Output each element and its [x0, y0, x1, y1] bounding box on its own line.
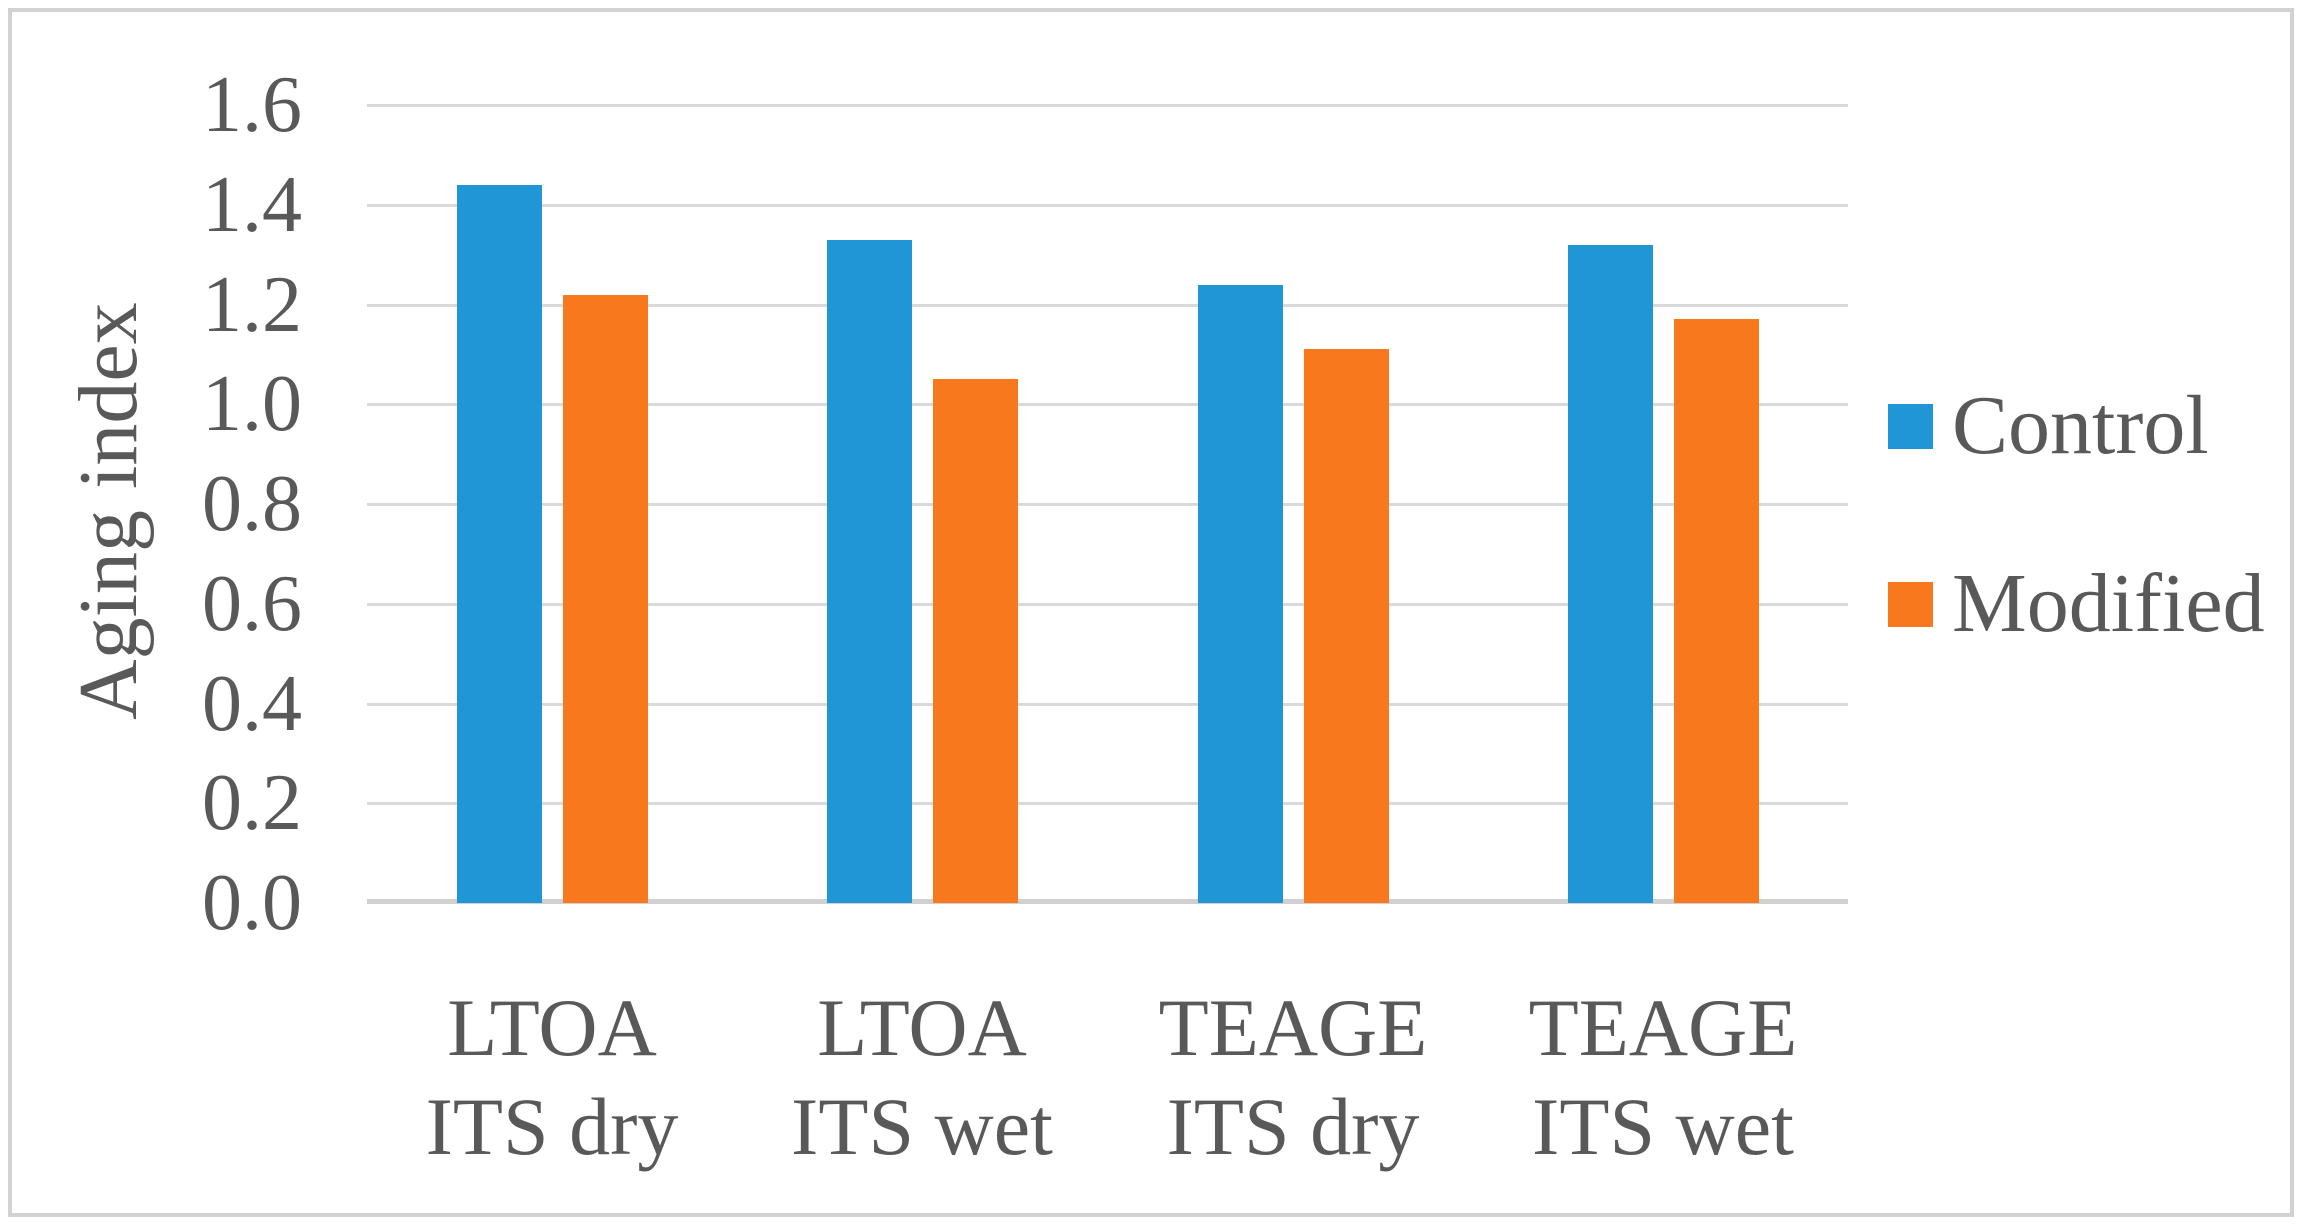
- x-label-ltoa-its-dry: LTOA ITS dry: [367, 978, 737, 1176]
- y-tick-label-1.2: 1.2: [202, 260, 302, 349]
- bar-control-ltoa-its-wet: [827, 240, 912, 903]
- x-label-teage-its-dry: TEAGE ITS dry: [1108, 978, 1478, 1176]
- y-tick-label-0.6: 0.6: [202, 559, 302, 648]
- y-tick-label-0.4: 0.4: [202, 659, 302, 748]
- bar-modified-teage-its-dry: [1304, 349, 1389, 903]
- gridline-0.8: [367, 503, 1848, 506]
- x-label-line: LTOA: [817, 982, 1027, 1073]
- plot-area: [367, 104, 1848, 904]
- legend-label-control: Control: [1952, 379, 2209, 472]
- bar-control-teage-its-wet: [1568, 245, 1653, 903]
- y-tick-label-1.4: 1.4: [202, 160, 302, 249]
- bar-control-teage-its-dry: [1198, 285, 1283, 903]
- bar-control-ltoa-its-dry: [457, 185, 542, 903]
- y-tick-label-1.6: 1.6: [202, 61, 302, 149]
- y-tick-label-0.8: 0.8: [202, 460, 302, 548]
- x-label-line: TEAGE: [1528, 982, 1798, 1073]
- x-label-teage-its-wet: TEAGE ITS wet: [1478, 978, 1848, 1176]
- gridline-0.6: [367, 602, 1848, 606]
- bar-modified-ltoa-its-dry: [563, 295, 648, 903]
- x-label-line: TEAGE: [1158, 982, 1428, 1073]
- legend-swatch-modified: [1888, 582, 1933, 627]
- x-label-ltoa-its-wet: LTOA ITS wet: [737, 978, 1107, 1176]
- legend-label-modified: Modified: [1952, 557, 2265, 650]
- y-tick-label-0.0: 0.0: [202, 859, 302, 947]
- gridline-1.4: [367, 203, 1848, 207]
- gridline-1.2: [367, 303, 1848, 307]
- x-label-line: ITS wet: [1532, 1081, 1794, 1172]
- x-label-line: LTOA: [447, 982, 657, 1073]
- gridline-1.6: [367, 104, 1848, 107]
- x-axis-line: [367, 899, 1848, 904]
- gridline-0.2: [367, 802, 1848, 806]
- legend-swatch-control: [1888, 404, 1933, 449]
- y-tick-label-1.0: 1.0: [202, 360, 302, 449]
- gridline-0.4: [367, 702, 1848, 706]
- x-label-line: ITS wet: [791, 1081, 1053, 1172]
- bar-modified-ltoa-its-wet: [933, 379, 1018, 903]
- bar-modified-teage-its-wet: [1674, 319, 1759, 903]
- x-label-line: ITS dry: [425, 1081, 679, 1172]
- y-tick-label-0.2: 0.2: [202, 759, 302, 848]
- gridline-1.0: [367, 403, 1848, 407]
- x-label-line: ITS dry: [1166, 1081, 1420, 1172]
